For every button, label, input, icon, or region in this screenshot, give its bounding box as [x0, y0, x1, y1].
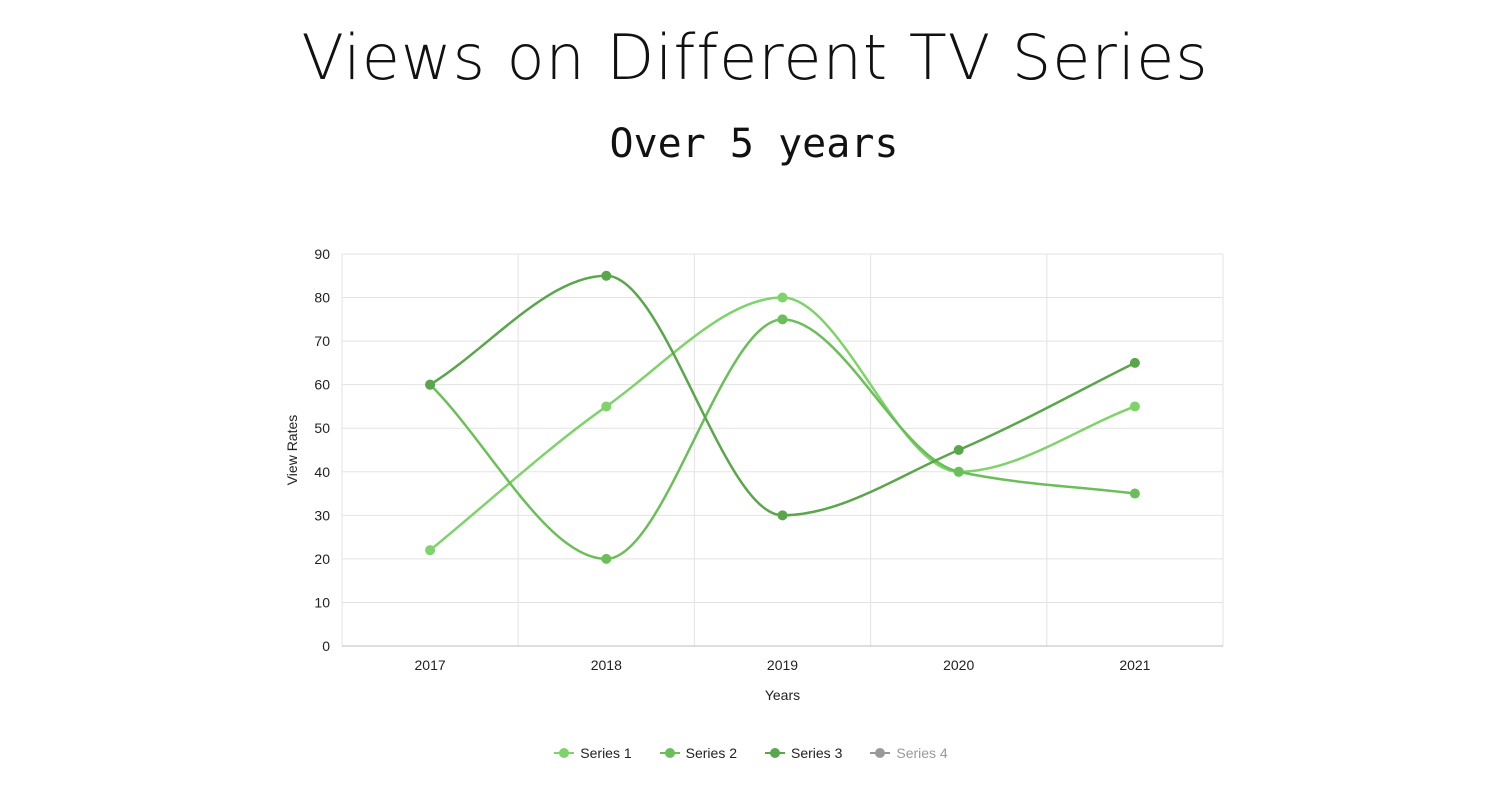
- data-point[interactable]: [777, 314, 788, 325]
- y-tick-label: 90: [314, 246, 330, 262]
- data-point[interactable]: [1129, 357, 1140, 368]
- legend-item-series-2[interactable]: Series 2: [659, 742, 737, 764]
- legend-swatch-icon: [765, 747, 785, 759]
- legend-label: Series 4: [896, 745, 948, 761]
- y-tick-label: 10: [314, 594, 330, 610]
- legend-label: Series 3: [791, 745, 843, 761]
- data-point[interactable]: [953, 466, 964, 477]
- legend-swatch-icon: [870, 747, 891, 759]
- x-tick-label: 2021: [1119, 657, 1150, 673]
- chart-legend: Series 1 Series 2 Series 3 Series 4: [0, 742, 1502, 764]
- series-2: [425, 314, 1140, 564]
- x-axis-title: Years: [765, 687, 800, 703]
- chart-series: [425, 270, 1140, 564]
- legend-label: Series 2: [685, 745, 737, 761]
- data-point[interactable]: [953, 445, 964, 455]
- data-point[interactable]: [601, 270, 612, 281]
- series-3: [425, 270, 1140, 521]
- x-tick-label: 2019: [767, 657, 798, 673]
- legend-item-series-4[interactable]: Series 4: [870, 742, 948, 764]
- legend-item-series-1[interactable]: Series 1: [554, 742, 632, 764]
- legend-swatch-icon: [554, 747, 575, 759]
- legend-item-series-3[interactable]: Series 3: [765, 742, 842, 764]
- x-tick-label: 2017: [415, 657, 446, 673]
- chart-gridlines: [341, 253, 1224, 647]
- data-point[interactable]: [1129, 401, 1140, 412]
- x-tick-label: 2018: [591, 657, 622, 673]
- data-point[interactable]: [777, 510, 788, 521]
- y-tick-label: 40: [314, 464, 330, 480]
- y-tick-label: 30: [314, 507, 330, 523]
- data-point[interactable]: [1129, 488, 1140, 499]
- data-point[interactable]: [425, 545, 436, 556]
- y-tick-label: 0: [322, 638, 330, 654]
- y-tick-label: 80: [314, 290, 330, 306]
- chart-axes: 0 10 20 30 40 50 60 70 80 90 2017 2018 2019 2020 2021: [314, 246, 1223, 673]
- y-axis-title: View Rates: [284, 415, 300, 486]
- y-tick-label: 50: [314, 420, 330, 436]
- y-tick-label: 70: [314, 333, 330, 349]
- data-point[interactable]: [425, 379, 436, 390]
- chart-title: Views on Different TV Series: [301, 21, 1209, 94]
- legend-swatch-icon: [659, 747, 680, 759]
- y-tick-label: 60: [314, 377, 330, 393]
- data-point[interactable]: [777, 292, 788, 303]
- data-point[interactable]: [601, 553, 612, 564]
- y-tick-label: 20: [314, 551, 330, 567]
- legend-label: Series 1: [580, 745, 632, 761]
- x-tick-label: 2020: [943, 657, 974, 673]
- chart-subtitle: Over 5 years: [609, 121, 899, 167]
- data-point[interactable]: [601, 401, 612, 412]
- series-line: [429, 318, 1136, 561]
- series-line: [429, 274, 1136, 517]
